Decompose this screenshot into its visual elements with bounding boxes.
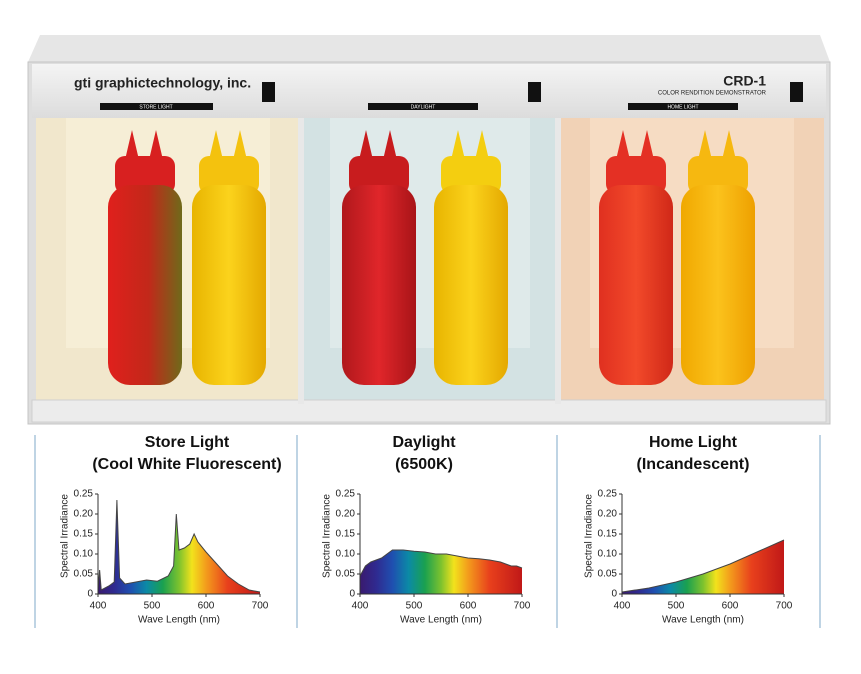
bottle-body (599, 185, 673, 385)
bottle-tip (698, 130, 736, 160)
y-tick-label: 0.20 (336, 509, 356, 520)
bottle (342, 130, 416, 385)
booth-label: HOME LIGHT (667, 104, 698, 110)
chart-subtitle: (Incandescent) (637, 456, 750, 473)
switch (262, 82, 275, 102)
chart-title: Store Light (145, 434, 230, 451)
chart-title: Home Light (649, 434, 738, 451)
x-tick-label: 700 (514, 601, 531, 612)
y-tick-label: 0.15 (74, 529, 94, 540)
bottle (108, 130, 182, 385)
y-axis-title: Spectral Irradiance (584, 494, 595, 578)
cabinet-top (28, 35, 830, 62)
bottle-cap (115, 156, 175, 194)
spectrum-line (359, 549, 523, 577)
booth-label: STORE LIGHT (139, 104, 172, 110)
bottle (681, 130, 755, 385)
y-tick-label: 0.25 (598, 489, 618, 500)
spectrum-line (621, 539, 785, 593)
y-tick-label: 0.15 (598, 529, 618, 540)
x-tick-label: 700 (252, 601, 269, 612)
chart-subtitle: (6500K) (395, 456, 453, 473)
chart-subtitle: (Cool White Fluorescent) (92, 456, 281, 473)
x-axis-title: Wave Length (nm) (138, 615, 220, 626)
model-subtitle: COLOR RENDITION DEMONSTRATOR (658, 91, 767, 97)
x-tick-label: 400 (614, 601, 631, 612)
bottle-body (342, 185, 416, 385)
y-tick-label: 0.10 (74, 549, 94, 560)
x-tick-label: 400 (90, 601, 107, 612)
x-tick-label: 500 (668, 601, 685, 612)
x-tick-label: 500 (406, 601, 423, 612)
x-tick-label: 600 (460, 601, 477, 612)
y-tick-label: 0.10 (598, 549, 618, 560)
spectrum-line (97, 499, 261, 593)
bottle-cap (349, 156, 409, 194)
bottle-cap (441, 156, 501, 194)
chart-title: Daylight (392, 434, 456, 451)
divider (555, 118, 561, 404)
x-tick-label: 600 (198, 601, 215, 612)
switch (790, 82, 803, 102)
label-bar (628, 103, 738, 110)
bottle (434, 130, 508, 385)
x-axis-title: Wave Length (nm) (400, 615, 482, 626)
area-fill (360, 550, 522, 594)
area-fill (622, 540, 784, 594)
switch (528, 82, 541, 102)
y-tick-label: 0.05 (598, 569, 618, 580)
bottle-cap (688, 156, 748, 194)
x-tick-label: 600 (722, 601, 739, 612)
bottle (192, 130, 266, 385)
bottle-tip (451, 130, 489, 160)
y-tick-label: 0.25 (74, 489, 94, 500)
label-bar (368, 103, 478, 110)
bottle-cap (606, 156, 666, 194)
y-axis-title: Spectral Irradiance (322, 494, 333, 578)
x-tick-label: 700 (776, 601, 793, 612)
x-tick-label: 400 (352, 601, 369, 612)
divider (298, 118, 304, 404)
y-tick-label: 0.25 (336, 489, 356, 500)
area-fill (98, 500, 260, 594)
booth-label: DAYLIGHT (411, 104, 436, 110)
bottle-tip (209, 130, 247, 160)
label-bar (100, 103, 213, 110)
y-tick-label: 0.20 (598, 509, 618, 520)
y-tick-label: 0 (87, 589, 93, 600)
y-tick-label: 0.10 (336, 549, 356, 560)
brand: gti graphictechnology, inc. (74, 75, 251, 91)
y-tick-label: 0.20 (74, 509, 94, 520)
bottle-cap (199, 156, 259, 194)
y-tick-label: 0.15 (336, 529, 356, 540)
x-axis-title: Wave Length (nm) (662, 615, 744, 626)
cabinet-base (31, 399, 827, 423)
bottle-body (108, 185, 182, 385)
bottle-body (681, 185, 755, 385)
bottle-body (192, 185, 266, 385)
bottle-tip (125, 130, 163, 160)
y-tick-label: 0.05 (74, 569, 94, 580)
model: CRD-1 (723, 73, 766, 89)
y-tick-label: 0 (349, 589, 355, 600)
bottle-tip (359, 130, 397, 160)
bottle (599, 130, 673, 385)
y-tick-label: 0.05 (336, 569, 356, 580)
bottle-tip (616, 130, 654, 160)
x-tick-label: 500 (144, 601, 161, 612)
bottle-body (434, 185, 508, 385)
y-axis-title: Spectral Irradiance (60, 494, 71, 578)
y-tick-label: 0 (611, 589, 617, 600)
